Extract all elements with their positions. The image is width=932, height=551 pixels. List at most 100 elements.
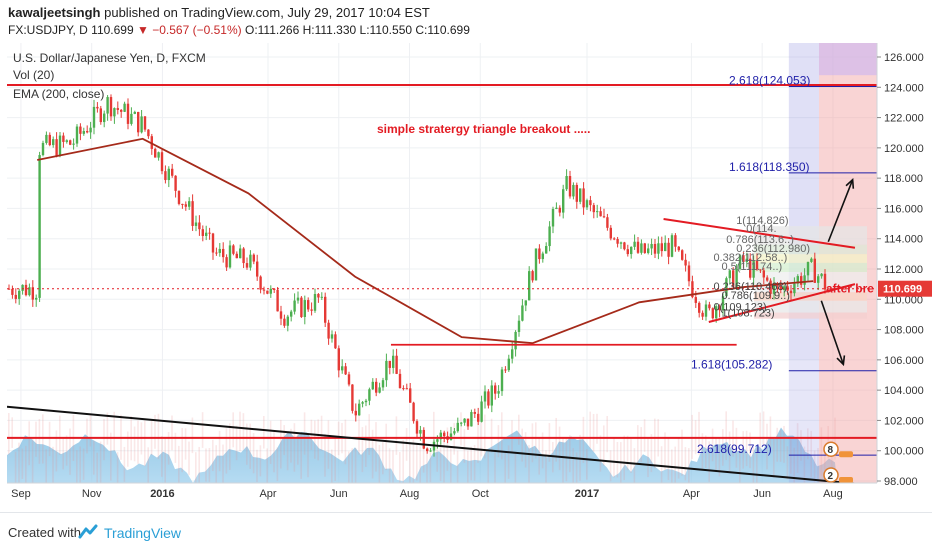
volume-bar (358, 411, 360, 455)
candle-body (456, 422, 459, 432)
candle-body (769, 280, 772, 294)
volume-bar (368, 414, 370, 456)
candle-body (715, 306, 718, 319)
up-arrow-head (845, 177, 855, 189)
candle-body (721, 296, 725, 311)
author-link[interactable]: kawaljeetsingh (8, 5, 101, 20)
candle-body (677, 246, 680, 251)
price-tick-label: 124.000 (884, 82, 924, 94)
candle-body (755, 260, 759, 270)
candle-body (555, 207, 558, 210)
fib-label: 0.236(110.468) (713, 281, 787, 293)
fib-label: 0.786(109.9..) (721, 290, 790, 302)
candle-body (130, 113, 133, 124)
volume-bar (314, 420, 316, 459)
candle-body (7, 288, 11, 290)
candle-body (147, 129, 150, 137)
candle-body (293, 300, 296, 312)
candle-body (286, 316, 289, 326)
volume-bar (800, 430, 802, 461)
down-arrow-icon: ▼ (137, 23, 149, 37)
event-badge-icon (823, 441, 839, 457)
volume-bar (531, 423, 534, 463)
volume-bar (555, 417, 557, 462)
volume-bar (728, 431, 731, 474)
volume-bar (463, 429, 466, 463)
candle-body (364, 400, 368, 403)
candle-body (310, 309, 313, 311)
candle-body (470, 412, 473, 427)
candle-body (762, 270, 765, 278)
volume-bar (184, 428, 187, 460)
candle-body (171, 168, 174, 176)
fib-label: 1(114.826) (736, 215, 788, 227)
volume-bar (501, 412, 503, 460)
candle-body (803, 275, 806, 285)
candle-body (320, 296, 323, 298)
volume-bar (541, 432, 544, 469)
volume-bar (497, 425, 500, 458)
candle-body (548, 226, 551, 247)
open-value: O:111.266 (244, 23, 300, 37)
volume-bar (8, 413, 10, 455)
chart-area[interactable]: 2.618(124.053) 1.618(118.350) 1.618(105.28… (7, 43, 932, 500)
candle-body (426, 448, 429, 452)
volume-bar (511, 420, 513, 452)
volume-bar (256, 449, 258, 482)
candle-body (500, 369, 504, 392)
candle-body (766, 277, 769, 281)
volume-bar (674, 446, 676, 483)
candle-body (783, 286, 786, 291)
volume-bar (596, 413, 598, 444)
volume-bar (28, 421, 30, 466)
candle-body (449, 433, 453, 440)
candle-body (35, 297, 38, 300)
candle-body (69, 140, 72, 145)
volume-bar (31, 438, 34, 483)
volume-bar (86, 418, 88, 454)
time-axis[interactable]: Sep Nov 2016 Apr Jun Aug Oct 2017 Apr Jun Aug (7, 482, 877, 500)
candle-body (800, 276, 803, 285)
candle-body (796, 276, 799, 284)
candle-body (334, 334, 337, 349)
candle-body (409, 388, 412, 403)
target-zone-top (819, 43, 877, 76)
volume-bar (779, 429, 782, 462)
candle-body (75, 126, 79, 144)
candle-body (793, 283, 796, 294)
fib-band (754, 262, 867, 273)
candle-body (545, 246, 548, 254)
price-axis[interactable]: 98.000 100.000 102.000 104.000 106.000 108.00… (876, 43, 932, 488)
candle-body (388, 360, 391, 368)
volume-bar (222, 444, 224, 483)
volume-bar (395, 416, 398, 455)
fib-label: 0.786(113.6..) (726, 234, 794, 246)
volume-bar (354, 448, 357, 483)
volume-bar (817, 448, 819, 483)
candle-body (466, 418, 470, 427)
plot-background (7, 43, 877, 483)
tradingview-logo-icon (78, 524, 98, 539)
candle-body (215, 252, 218, 254)
fib-label: 2.618(124.053) (729, 73, 810, 87)
candle-body (296, 297, 300, 301)
candle-body (86, 131, 89, 133)
candle-body (596, 211, 599, 213)
fib-band (754, 300, 867, 313)
tradingview-brand[interactable]: TradingView (104, 525, 182, 541)
candle-body (443, 432, 446, 437)
last-price: 110.699 (91, 23, 134, 37)
volume-bar (382, 442, 384, 475)
volume-bar (623, 435, 625, 481)
volume-bar (178, 445, 180, 483)
candle-body (806, 261, 810, 276)
candle-body (392, 355, 395, 368)
volume-bar (586, 449, 588, 480)
candle-body (188, 201, 191, 207)
candle-body (228, 245, 232, 268)
candle-body (429, 450, 432, 452)
volume-bar (790, 439, 792, 474)
price-chart[interactable]: 2.618(124.053) 1.618(118.350) 1.618(105.28… (7, 43, 932, 500)
volume-bar (181, 427, 183, 473)
volume-bar (11, 417, 13, 448)
